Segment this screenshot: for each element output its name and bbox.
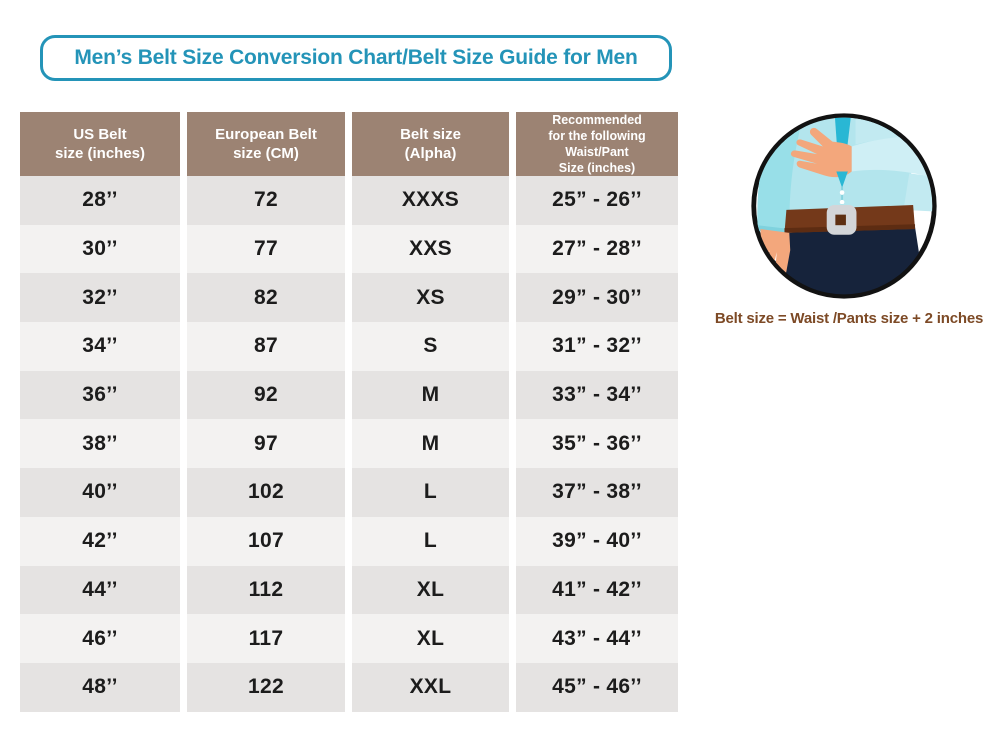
title-banner: Men’s Belt Size Conversion Chart/Belt Si…: [40, 35, 672, 81]
column-header-line: Recommended: [552, 112, 642, 127]
column-header: Recommended for the following Waist/Pant Si…: [516, 112, 678, 176]
table-cell: XXL: [352, 662, 509, 712]
table-cell: XXXS: [352, 176, 509, 225]
column-header-line: Belt size: [400, 125, 461, 143]
table-cell: 36’’: [20, 370, 180, 420]
table-cell: 37” - 38’’: [516, 468, 678, 517]
table-cell: 43” - 44’’: [516, 614, 678, 663]
belt-illustration: [748, 110, 940, 302]
table-cell: L: [352, 468, 509, 517]
column-header-line: Waist/Pant: [565, 145, 629, 159]
table-cell: 42’’: [20, 516, 180, 566]
table-cell: 46’’: [20, 614, 180, 663]
table-cell: 39” - 40’’: [516, 516, 678, 566]
table-cell: 25” - 26’’: [516, 176, 678, 225]
column-header-line: European Belt: [215, 125, 317, 143]
table-cell: XXS: [352, 224, 509, 274]
column-header-line: US Belt: [73, 125, 127, 143]
table-cell: XL: [352, 614, 509, 663]
table-cell: 97: [187, 419, 345, 469]
column-header-line: (Alpha): [404, 145, 457, 162]
table-cell: 87: [187, 322, 345, 371]
shirt-button: [839, 190, 845, 195]
table-cell: 33” - 34’’: [516, 370, 678, 420]
table-cell: L: [352, 516, 509, 566]
table-cell: 112: [187, 565, 345, 615]
table-cell: 45” - 46’’: [516, 662, 678, 712]
page-title: Men’s Belt Size Conversion Chart/Belt Si…: [74, 46, 638, 69]
tie-tip: [836, 171, 848, 188]
size-table: US Belt size (inches) European Belt size (C…: [20, 112, 678, 712]
table-cell: 41” - 42’’: [516, 565, 678, 615]
table-cell: 82: [187, 273, 345, 323]
table-cell: 72: [187, 176, 345, 225]
table-cell: 122: [187, 662, 345, 712]
table-cell: 30’’: [20, 224, 180, 274]
table-cell: 28’’: [20, 176, 180, 225]
table-cell: 117: [187, 614, 345, 663]
column-header: US Belt size (inches): [20, 112, 180, 176]
pants: [772, 227, 927, 295]
tie-strip: [834, 117, 852, 151]
column-header-line: for the following: [548, 128, 646, 143]
table-cell: 34’’: [20, 322, 180, 371]
column-header-line: size (CM): [233, 145, 299, 162]
table-cell: 92: [187, 370, 345, 420]
table-cell: 48’’: [20, 662, 180, 712]
table-cell: 35” - 36’’: [516, 419, 678, 469]
table-cell: M: [352, 370, 509, 420]
table-cell: 29” - 30’’: [516, 273, 678, 323]
table-cell: 40’’: [20, 468, 180, 517]
buckle-hole: [835, 214, 846, 226]
table-cell: XS: [352, 273, 509, 323]
table-cell: 38’’: [20, 419, 180, 469]
column-header: Belt size (Alpha): [352, 112, 509, 176]
table-cell: 27” - 28’’: [516, 224, 678, 274]
table-cell: 102: [187, 468, 345, 517]
column-header: European Belt size (CM): [187, 112, 345, 176]
table-cell: XL: [352, 565, 509, 615]
table-cell: M: [352, 419, 509, 469]
table-cell: 32’’: [20, 273, 180, 323]
table-cell: S: [352, 322, 509, 371]
man-wearing-belt-icon: [751, 113, 937, 299]
column-header-line: Size (inches): [558, 161, 636, 176]
shirt-button: [839, 199, 845, 205]
table-cell: 31” - 32’’: [516, 322, 678, 371]
hand-on-belly: [790, 127, 852, 178]
table-cell: 77: [187, 224, 345, 274]
column-header-line: size (inches): [54, 145, 146, 162]
belt-size-formula: Belt size = Waist /Pants size + 2 inches: [714, 310, 984, 327]
table-cell: 44’’: [20, 565, 180, 615]
table-cell: 107: [187, 516, 345, 566]
